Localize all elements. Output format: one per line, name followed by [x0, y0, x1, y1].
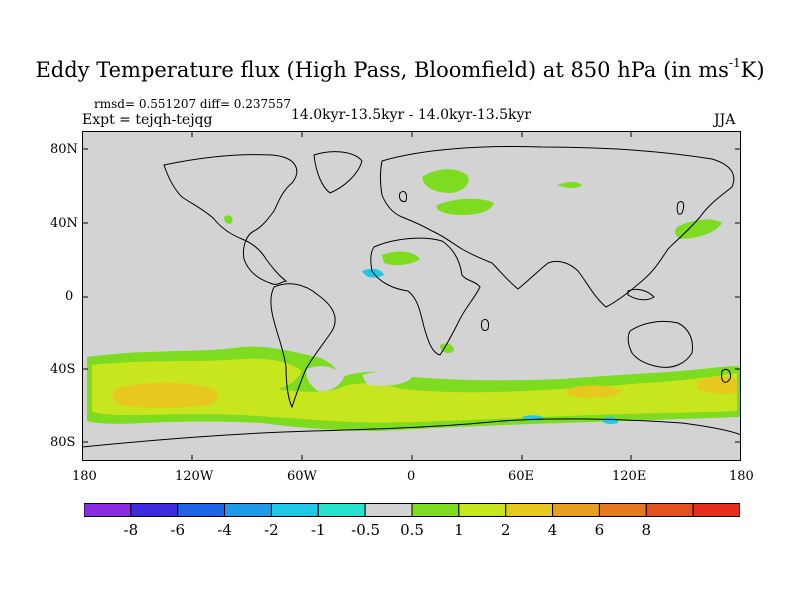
patch-europe — [436, 198, 494, 215]
colorbar-box-5 — [317, 503, 366, 517]
x-tick-label-180w: 180 — [72, 469, 97, 484]
y-tick-label-40n: 40N — [50, 216, 78, 231]
colorbar-label-11: 8 — [641, 521, 652, 539]
experiment-label: Expt = tejqh-tejqg — [82, 112, 213, 128]
stats-text: rmsd= 0.551207 diff= 0.237557 — [94, 97, 292, 111]
x-tick-label-0: 0 — [407, 469, 416, 484]
world-map — [82, 131, 741, 461]
negative-patch-antarctic — [602, 416, 618, 424]
colorbar-label-4: -1 — [310, 521, 326, 539]
southern-ocean-belt-level2 — [92, 358, 737, 423]
coast-africa — [370, 237, 481, 356]
colorbar-box-2 — [177, 503, 226, 517]
negative-patch-canary — [362, 268, 384, 278]
coast-uk — [399, 190, 407, 202]
coast-indonesia — [627, 288, 655, 301]
colorbar-label-3: -2 — [264, 521, 279, 539]
coast-australia — [627, 320, 693, 368]
patch-scandinavia — [422, 169, 469, 193]
patch-south-africa — [440, 343, 454, 353]
coast-new-zealand — [721, 368, 731, 383]
colorbar-box-11 — [598, 503, 647, 517]
map-canvas — [82, 131, 741, 461]
coastlines — [82, 146, 741, 448]
colorbar-label-9: 4 — [547, 521, 558, 539]
colorbar-label-1: -6 — [170, 521, 186, 539]
colorbar-label-8: 2 — [500, 521, 511, 539]
coast-south-america — [270, 283, 336, 409]
season-label: JJA — [714, 112, 736, 128]
colorbar-label-6: 0.5 — [400, 521, 424, 539]
level4-blob-pacific — [112, 382, 219, 408]
belt-gap-argentina — [306, 366, 344, 392]
y-tick-label-40s: 40S — [50, 362, 76, 377]
colorbar-label-7: 1 — [454, 521, 464, 539]
colorbar — [84, 503, 740, 517]
colorbar-box-1 — [130, 503, 179, 517]
coast-japan — [676, 200, 685, 215]
coast-antarctica — [82, 418, 741, 448]
coast-greenland — [313, 151, 363, 194]
x-tick-label-120w: 120W — [175, 469, 214, 484]
colorbar-label-2: -4 — [217, 521, 232, 539]
coast-madagascar — [481, 318, 489, 332]
belt-gap-southatlantic — [362, 371, 412, 386]
y-tick-label-0: 0 — [65, 289, 74, 304]
level4-blob-indian — [565, 385, 622, 398]
patch-siberia — [557, 182, 582, 188]
colorbar-box-6 — [364, 503, 413, 517]
colorbar-box-4 — [270, 503, 319, 517]
colorbar-label-5: -0.5 — [351, 521, 381, 539]
patch-northamerica — [224, 215, 233, 224]
patch-northpacific — [675, 219, 722, 239]
colorbar-box-0 — [84, 503, 132, 517]
x-tick-label-120e: 120E — [612, 469, 647, 484]
x-tick-label-60e: 60E — [508, 469, 535, 484]
level4-blob-pacific2 — [697, 376, 737, 394]
colorbar-label-10: 6 — [594, 521, 605, 539]
colorbar-box-10 — [552, 503, 600, 517]
colorbar-label-0: -8 — [123, 521, 139, 539]
plot-title: Eddy Temperature flux (High Pass, Bloomf… — [35, 56, 765, 82]
colorbar-box-13 — [692, 503, 740, 517]
y-tick-label-80n: 80N — [50, 142, 78, 157]
patch-nw-africa — [382, 251, 420, 266]
y-tick-label-80s: 80S — [50, 435, 76, 450]
period-label: 14.0kyr-13.5kyr - 14.0kyr-13.5kyr — [291, 107, 532, 123]
x-ticks — [191, 131, 632, 461]
colorbar-box-9 — [505, 503, 554, 517]
x-tick-label-60w: 60W — [287, 469, 317, 484]
colorbar-box-8 — [458, 503, 507, 517]
x-tick-label-180e: 180 — [729, 469, 754, 484]
coast-eurasia — [380, 146, 735, 308]
colorbar-box-7 — [411, 503, 460, 517]
colorbar-box-12 — [645, 503, 694, 517]
y-ticks — [82, 148, 741, 443]
colorbar-box-3 — [224, 503, 272, 517]
coast-north-america — [163, 154, 298, 285]
